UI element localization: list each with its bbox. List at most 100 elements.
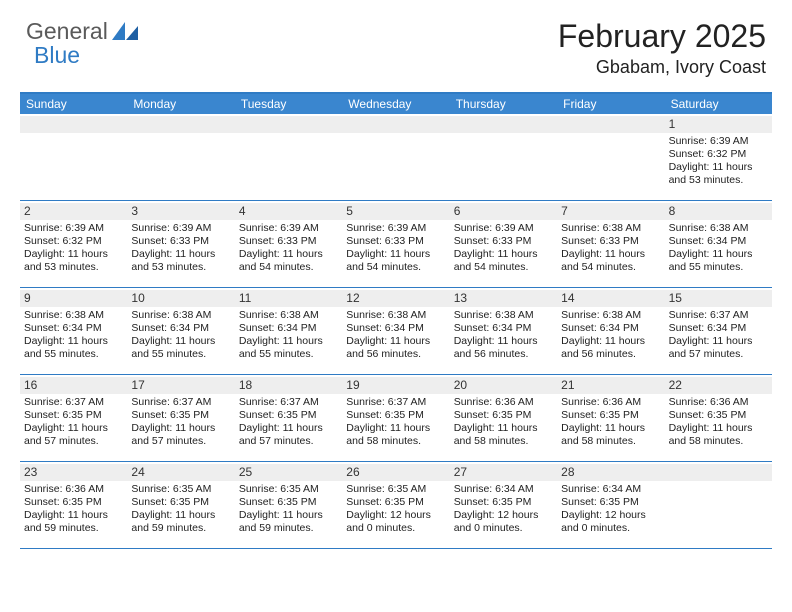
sunset-text: Sunset: 6:34 PM [131, 322, 230, 335]
week-row: 1 Sunrise: 6:39 AMSunset: 6:32 PMDaylight… [20, 114, 772, 201]
d2-text: and 0 minutes. [346, 522, 445, 535]
day-cell: 6Sunrise: 6:39 AMSunset: 6:33 PMDaylight… [450, 201, 557, 287]
day-cell [235, 114, 342, 200]
d1-text: Daylight: 11 hours [669, 335, 768, 348]
d1-text: Daylight: 11 hours [24, 509, 123, 522]
day-cell: 13Sunrise: 6:38 AMSunset: 6:34 PMDayligh… [450, 288, 557, 374]
sunrise-text: Sunrise: 6:34 AM [454, 483, 553, 496]
sunrise-text: Sunrise: 6:39 AM [131, 222, 230, 235]
brand-word-2: Blue [34, 42, 80, 69]
d1-text: Daylight: 11 hours [454, 422, 553, 435]
weekday-header: Sunday [20, 94, 127, 114]
d2-text: and 55 minutes. [24, 348, 123, 361]
week-row: 9Sunrise: 6:38 AMSunset: 6:34 PMDaylight… [20, 288, 772, 375]
day-number: 20 [450, 377, 557, 394]
day-number: 12 [342, 290, 449, 307]
d2-text: and 57 minutes. [669, 348, 768, 361]
day-number: 17 [127, 377, 234, 394]
d2-text: and 55 minutes. [239, 348, 338, 361]
day-cell: 8Sunrise: 6:38 AMSunset: 6:34 PMDaylight… [665, 201, 772, 287]
sunset-text: Sunset: 6:33 PM [346, 235, 445, 248]
sunrise-text: Sunrise: 6:39 AM [669, 135, 768, 148]
day-number: 16 [20, 377, 127, 394]
day-number [342, 116, 449, 133]
day-number: 21 [557, 377, 664, 394]
d1-text: Daylight: 11 hours [131, 335, 230, 348]
location-label: Gbabam, Ivory Coast [558, 57, 766, 78]
sunset-text: Sunset: 6:35 PM [454, 409, 553, 422]
d1-text: Daylight: 11 hours [454, 335, 553, 348]
sunrise-text: Sunrise: 6:36 AM [561, 396, 660, 409]
sunrise-text: Sunrise: 6:38 AM [561, 222, 660, 235]
sunset-text: Sunset: 6:35 PM [346, 496, 445, 509]
d2-text: and 54 minutes. [454, 261, 553, 274]
d2-text: and 0 minutes. [561, 522, 660, 535]
brand-logo: General [26, 18, 114, 45]
sunset-text: Sunset: 6:34 PM [669, 235, 768, 248]
d1-text: Daylight: 11 hours [346, 248, 445, 261]
day-number [557, 116, 664, 133]
sunset-text: Sunset: 6:35 PM [669, 409, 768, 422]
d1-text: Daylight: 11 hours [669, 248, 768, 261]
d2-text: and 57 minutes. [131, 435, 230, 448]
day-cell: 12Sunrise: 6:38 AMSunset: 6:34 PMDayligh… [342, 288, 449, 374]
sunrise-text: Sunrise: 6:38 AM [131, 309, 230, 322]
day-cell: 2Sunrise: 6:39 AMSunset: 6:32 PMDaylight… [20, 201, 127, 287]
sunrise-text: Sunrise: 6:38 AM [669, 222, 768, 235]
sunset-text: Sunset: 6:32 PM [669, 148, 768, 161]
day-number: 15 [665, 290, 772, 307]
sunrise-text: Sunrise: 6:39 AM [239, 222, 338, 235]
weekday-header: Monday [127, 94, 234, 114]
day-cell: 5Sunrise: 6:39 AMSunset: 6:33 PMDaylight… [342, 201, 449, 287]
sunset-text: Sunset: 6:33 PM [131, 235, 230, 248]
day-cell: 14Sunrise: 6:38 AMSunset: 6:34 PMDayligh… [557, 288, 664, 374]
day-number: 1 [665, 116, 772, 133]
day-cell: 15Sunrise: 6:37 AMSunset: 6:34 PMDayligh… [665, 288, 772, 374]
weeks-container: 1Sunrise: 6:39 AMSunset: 6:32 PMDaylight… [20, 114, 772, 549]
d1-text: Daylight: 11 hours [669, 161, 768, 174]
sunrise-text: Sunrise: 6:38 AM [239, 309, 338, 322]
calendar: Sunday Monday Tuesday Wednesday Thursday… [20, 92, 772, 549]
d1-text: Daylight: 11 hours [24, 248, 123, 261]
day-cell: 19Sunrise: 6:37 AMSunset: 6:35 PMDayligh… [342, 375, 449, 461]
day-number [235, 116, 342, 133]
day-cell: 10 Sunrise: 6:38 AMSunset: 6:34 PMDayligh… [127, 288, 234, 374]
weekday-header: Saturday [665, 94, 772, 114]
sunset-text: Sunset: 6:33 PM [561, 235, 660, 248]
sunset-text: Sunset: 6:34 PM [239, 322, 338, 335]
day-number: 18 [235, 377, 342, 394]
day-number [450, 116, 557, 133]
sunrise-text: Sunrise: 6:38 AM [561, 309, 660, 322]
day-number: 10 [127, 290, 234, 307]
sunset-text: Sunset: 6:34 PM [669, 322, 768, 335]
day-number: 28 [557, 464, 664, 481]
d1-text: Daylight: 11 hours [239, 509, 338, 522]
day-cell [450, 114, 557, 200]
sunset-text: Sunset: 6:35 PM [131, 496, 230, 509]
sunrise-text: Sunrise: 6:36 AM [24, 483, 123, 496]
day-number [20, 116, 127, 133]
day-cell: 1 Sunrise: 6:39 AMSunset: 6:32 PMDaylight… [665, 114, 772, 200]
d1-text: Daylight: 11 hours [346, 335, 445, 348]
week-row: 16Sunrise: 6:37 AMSunset: 6:35 PMDayligh… [20, 375, 772, 462]
title-block: February 2025 Gbabam, Ivory Coast [558, 18, 766, 78]
d2-text: and 53 minutes. [131, 261, 230, 274]
day-cell: 18Sunrise: 6:37 AMSunset: 6:35 PMDayligh… [235, 375, 342, 461]
day-cell: 22Sunrise: 6:36 AMSunset: 6:35 PMDayligh… [665, 375, 772, 461]
sunset-text: Sunset: 6:35 PM [24, 409, 123, 422]
d1-text: Daylight: 12 hours [561, 509, 660, 522]
d1-text: Daylight: 11 hours [131, 509, 230, 522]
d2-text: and 54 minutes. [561, 261, 660, 274]
d1-text: Daylight: 11 hours [24, 422, 123, 435]
day-number: 3 [127, 203, 234, 220]
sunset-text: Sunset: 6:34 PM [346, 322, 445, 335]
day-cell: 4Sunrise: 6:39 AMSunset: 6:33 PMDaylight… [235, 201, 342, 287]
month-title: February 2025 [558, 18, 766, 55]
d2-text: and 53 minutes. [669, 174, 768, 187]
d2-text: and 55 minutes. [669, 261, 768, 274]
weekday-header: Tuesday [235, 94, 342, 114]
day-cell: 25Sunrise: 6:35 AMSunset: 6:35 PMDayligh… [235, 462, 342, 548]
sunset-text: Sunset: 6:35 PM [561, 496, 660, 509]
d1-text: Daylight: 11 hours [454, 248, 553, 261]
day-number: 14 [557, 290, 664, 307]
